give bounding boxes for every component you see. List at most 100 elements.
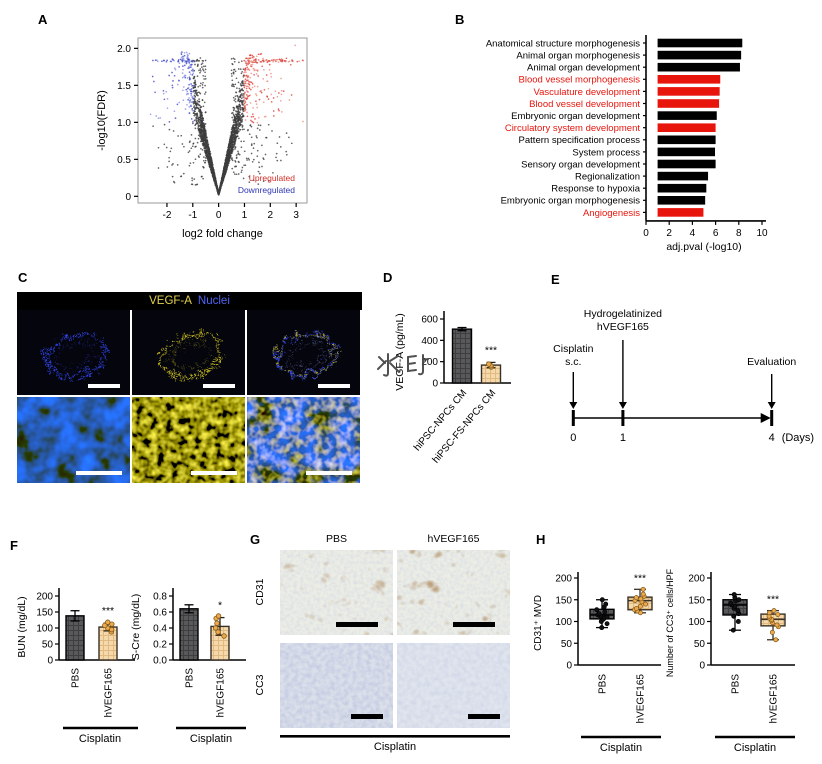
svg-text:2: 2 bbox=[268, 210, 274, 221]
svg-text:Cisplatin: Cisplatin bbox=[553, 343, 593, 355]
group-label-cisplatin: Cisplatin bbox=[373, 741, 417, 753]
svg-text:0.4: 0.4 bbox=[153, 624, 167, 635]
scale-bar bbox=[76, 471, 122, 475]
svg-text:200: 200 bbox=[421, 357, 438, 368]
column-header-hvegf165: hVEGF165 bbox=[427, 533, 480, 545]
svg-text:PBS: PBS bbox=[598, 674, 609, 694]
svg-text:Circulatory system development: Circulatory system development bbox=[505, 123, 641, 134]
svg-text:8: 8 bbox=[736, 228, 742, 239]
scale-bar bbox=[88, 384, 120, 388]
scale-bar bbox=[351, 714, 383, 719]
svg-text:Cisplatin: Cisplatin bbox=[734, 742, 776, 754]
svg-text:hVEGF165: hVEGF165 bbox=[769, 674, 780, 724]
row-label-cd31: CD31 bbox=[254, 578, 266, 606]
ihc-cd31-pbs bbox=[280, 550, 393, 635]
highmag-merge bbox=[247, 397, 360, 483]
panel-h-quantification: H 0 50 100 150 200 CD31⁺ MVD PBS hVEGF165 *** Cis… bbox=[533, 528, 822, 764]
row-label-cc3: CC3 bbox=[254, 674, 266, 696]
svg-text:hVEGF165: hVEGF165 bbox=[597, 321, 649, 333]
panel-c-label: C bbox=[18, 270, 28, 285]
svg-text:200: 200 bbox=[688, 574, 705, 585]
scale-bar bbox=[203, 384, 235, 388]
panel-b-label: B bbox=[455, 12, 465, 27]
svg-text:0: 0 bbox=[570, 432, 576, 444]
micro-row-highmag bbox=[17, 397, 360, 483]
svg-text:Embryonic organ morphogenesis: Embryonic organ morphogenesis bbox=[501, 196, 641, 207]
scale-bar bbox=[191, 471, 237, 475]
panel-g-label: G bbox=[250, 532, 261, 547]
ihc-cc3-pbs bbox=[280, 643, 393, 728]
svg-text:hiPSC-NPCs CM: hiPSC-NPCs CM bbox=[412, 388, 469, 453]
svg-text:0: 0 bbox=[432, 379, 438, 390]
svg-text:0: 0 bbox=[216, 210, 222, 221]
svg-text:50: 50 bbox=[42, 640, 54, 651]
svg-text:-1: -1 bbox=[188, 210, 197, 221]
panel-b-go-terms: B Anatomical structure morphogenesis Anim… bbox=[440, 8, 822, 258]
svg-text:Cisplatin: Cisplatin bbox=[79, 733, 121, 745]
svg-text:0.8: 0.8 bbox=[153, 592, 167, 603]
svg-text:1.0: 1.0 bbox=[117, 118, 131, 129]
go-term-bar-chart: Anatomical structure morphogenesis Animal… bbox=[486, 35, 768, 253]
svg-text:50: 50 bbox=[561, 639, 573, 650]
svg-text:1: 1 bbox=[242, 210, 248, 221]
svg-text:***: *** bbox=[102, 605, 114, 617]
svg-text:1: 1 bbox=[620, 432, 626, 444]
scale-bar bbox=[306, 471, 352, 475]
svg-text:100: 100 bbox=[36, 624, 53, 635]
svg-text:0.2: 0.2 bbox=[153, 640, 167, 651]
svg-text:0: 0 bbox=[125, 192, 131, 203]
svg-text:hVEGF165: hVEGF165 bbox=[104, 668, 115, 718]
ihc-cd31-hvegf165 bbox=[397, 550, 510, 635]
svg-text:0: 0 bbox=[47, 656, 53, 667]
svg-text:PBS: PBS bbox=[731, 674, 742, 694]
svg-text:100: 100 bbox=[688, 617, 705, 628]
panel-h-label: H bbox=[536, 532, 546, 547]
svg-text:Cisplatin: Cisplatin bbox=[190, 733, 232, 745]
panel-a-volcano: A -2 -1 0 1 2 3 0 0.5 1.0 1.5 2.0 log2 fold change -… bbox=[30, 8, 325, 258]
panel-a-label: A bbox=[38, 12, 48, 27]
svg-text:Blood vessel morphogenesis: Blood vessel morphogenesis bbox=[519, 75, 641, 86]
svg-text:Embryonic organ development: Embryonic organ development bbox=[511, 111, 640, 122]
svg-text:CD31⁺ MVD: CD31⁺ MVD bbox=[533, 595, 544, 651]
svg-text:Regionalization: Regionalization bbox=[575, 172, 640, 183]
svg-text:0: 0 bbox=[566, 661, 572, 672]
svg-text:50: 50 bbox=[694, 639, 706, 650]
svg-text:Sensory organ development: Sensory organ development bbox=[521, 159, 640, 170]
counter-label-nuclei: Nuclei bbox=[197, 295, 230, 307]
svg-text:adj.pval (-log10): adj.pval (-log10) bbox=[666, 241, 741, 253]
volcano-plot: -2 -1 0 1 2 3 0 0.5 1.0 1.5 2.0 log2 fold change -lo… bbox=[96, 37, 308, 240]
panel-e-timeline: E Cisplatin s.c. 0 Hydrogelatinized hVEGF165… bbox=[545, 268, 822, 460]
svg-text:3: 3 bbox=[293, 210, 299, 221]
svg-text:log2 fold change: log2 fold change bbox=[182, 228, 263, 240]
svg-text:Pattern specification process: Pattern specification process bbox=[519, 135, 641, 146]
micro-row-overview bbox=[17, 310, 360, 395]
svg-text:Upregulated: Upregulated bbox=[249, 173, 296, 183]
svg-text:150: 150 bbox=[555, 595, 572, 606]
svg-text:Anatomical structure morphogen: Anatomical structure morphogenesis bbox=[486, 38, 640, 49]
micro-header: VEGF-A Nuclei bbox=[17, 292, 362, 310]
bun-scre-bar-charts: 0 50 100 150 200 BUN (mg/dL) PBS hVEGF165 *** Cis… bbox=[16, 588, 246, 745]
svg-text:-log10(FDR): -log10(FDR) bbox=[96, 90, 108, 151]
svg-text:S-Cre (mg/dL): S-Cre (mg/dL) bbox=[130, 594, 142, 661]
svg-text:150: 150 bbox=[688, 595, 705, 606]
svg-text:System process: System process bbox=[572, 147, 640, 158]
panel-f-label: F bbox=[10, 538, 18, 553]
svg-text:PBS: PBS bbox=[71, 668, 82, 688]
watermark bbox=[377, 353, 429, 377]
scale-bar bbox=[318, 384, 350, 388]
panel-e-label: E bbox=[551, 272, 560, 287]
svg-text:Animal organ morphogenesis: Animal organ morphogenesis bbox=[516, 51, 640, 62]
svg-text:0.6: 0.6 bbox=[153, 608, 167, 619]
svg-text:4: 4 bbox=[769, 432, 775, 444]
svg-text:-2: -2 bbox=[162, 210, 171, 221]
svg-text:200: 200 bbox=[36, 592, 53, 603]
highmag-vegfa bbox=[132, 397, 245, 483]
mvd-cc3-box-plots: 0 50 100 150 200 CD31⁺ MVD PBS hVEGF165 *** Cispl… bbox=[533, 568, 795, 754]
svg-text:***: *** bbox=[634, 572, 646, 584]
svg-text:Vasculature development: Vasculature development bbox=[534, 87, 641, 98]
svg-text:PBS: PBS bbox=[185, 668, 196, 688]
svg-text:Animal organ development: Animal organ development bbox=[527, 63, 640, 74]
svg-text:BUN (mg/dL): BUN (mg/dL) bbox=[16, 596, 28, 657]
scale-bar bbox=[468, 714, 500, 719]
